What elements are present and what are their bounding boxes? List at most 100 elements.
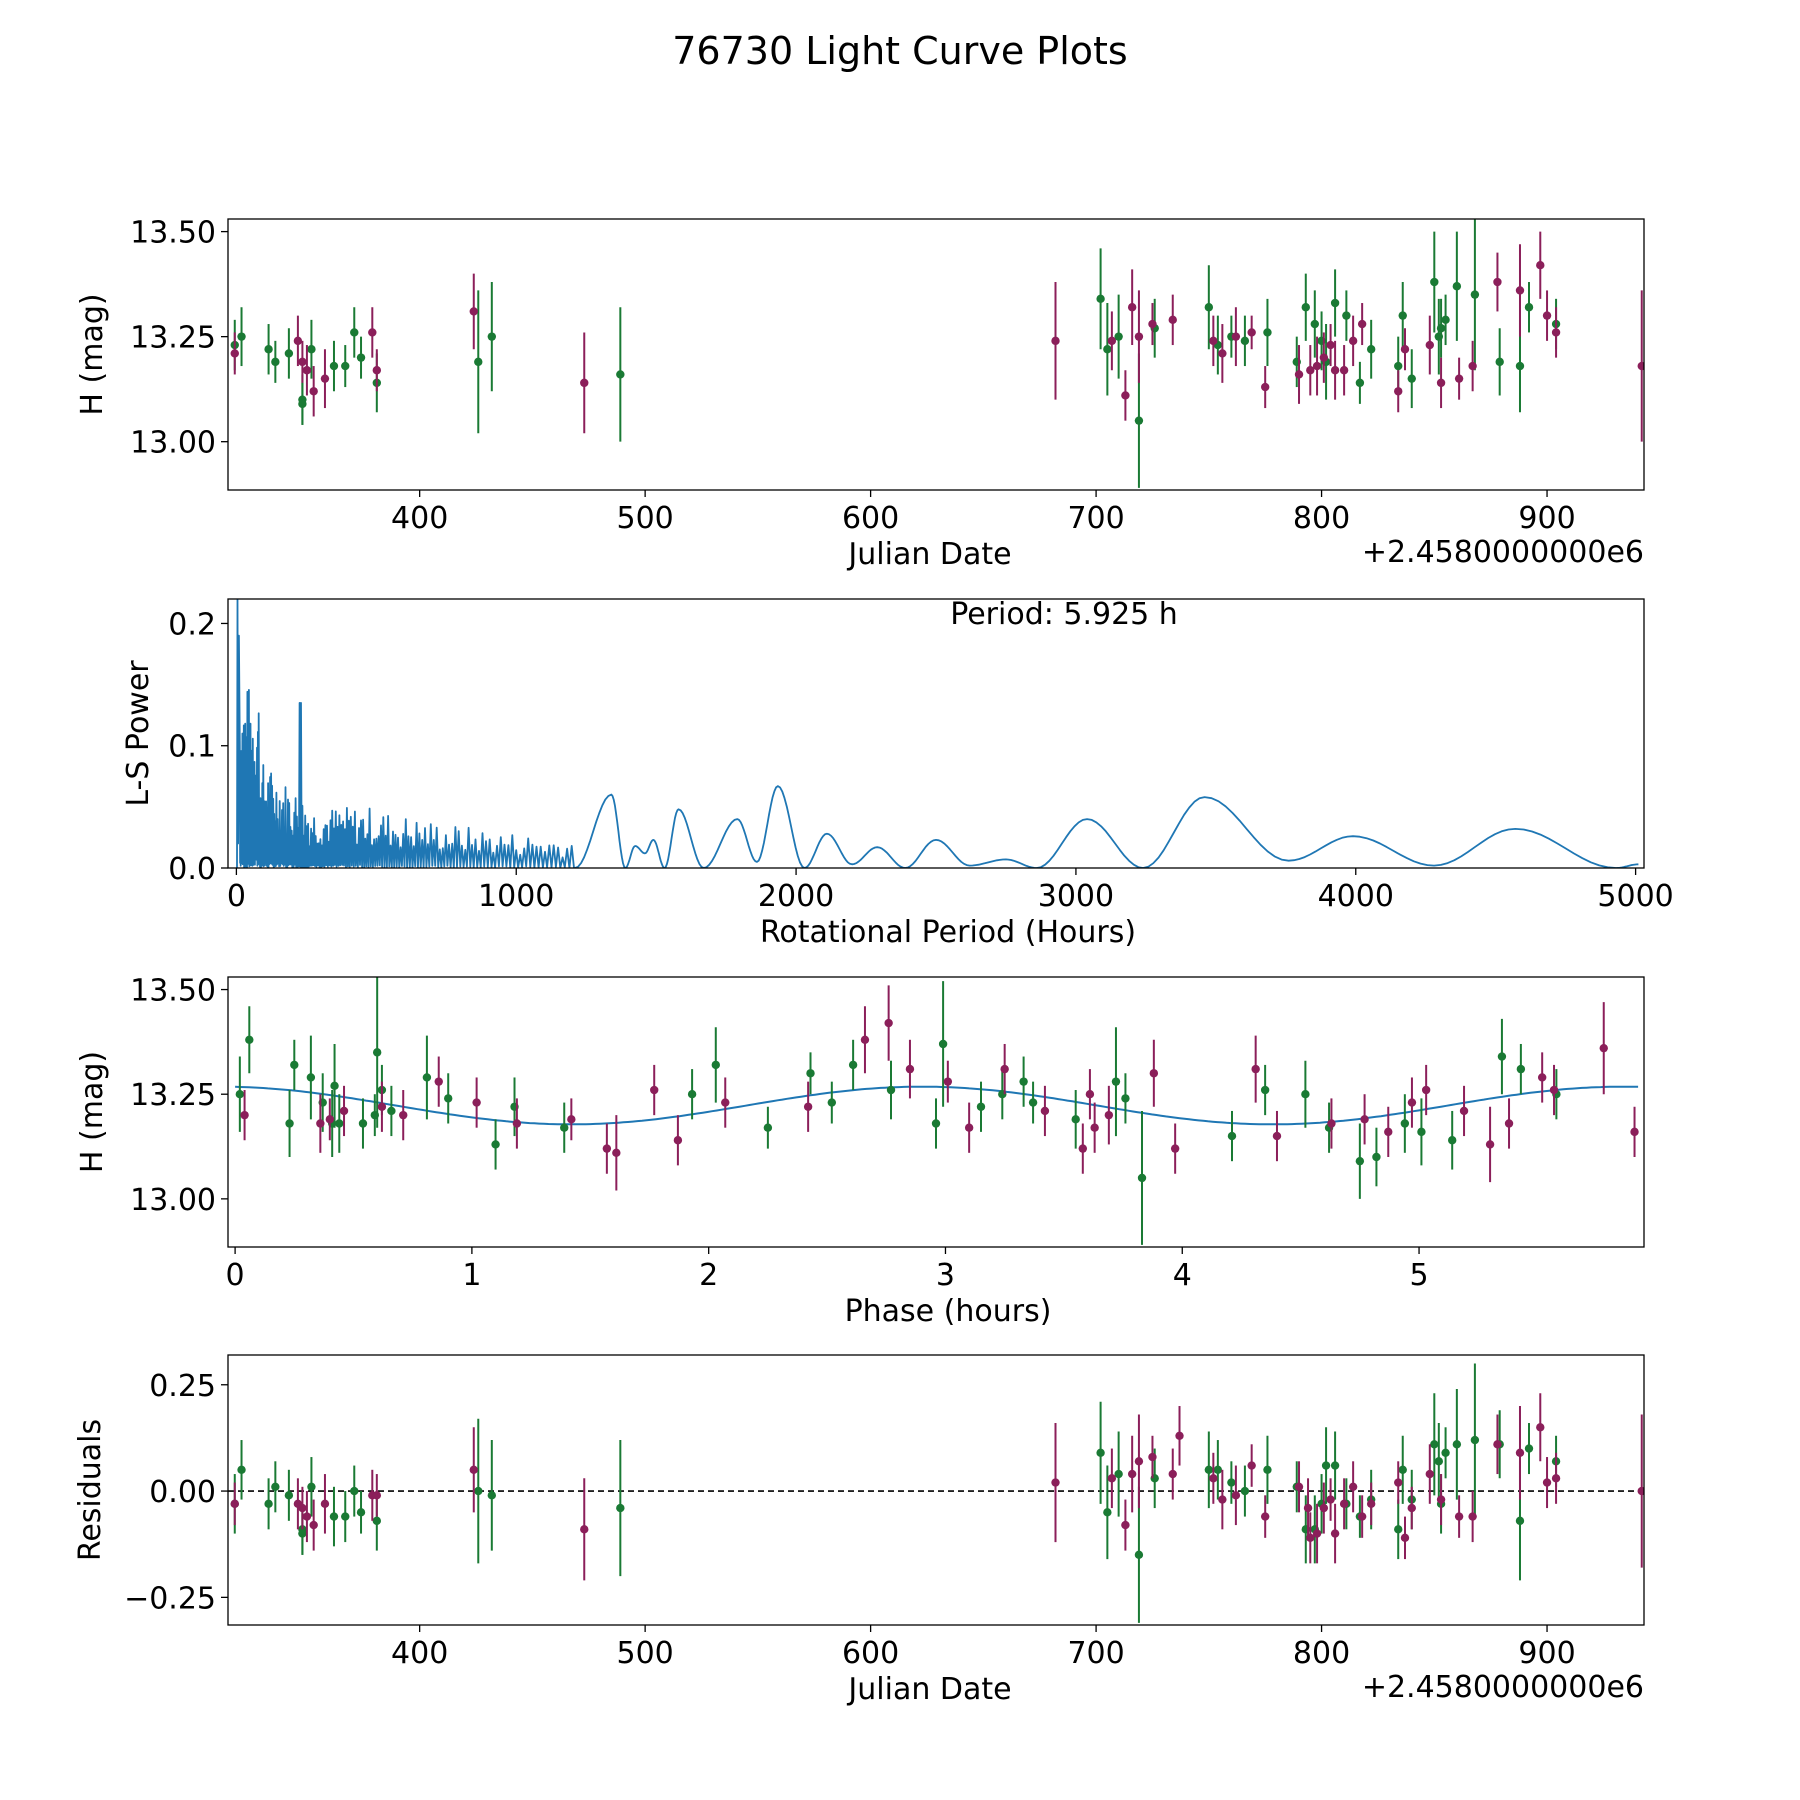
data-point (1170, 1144, 1180, 1153)
data-point (1360, 1115, 1369, 1124)
data-point (372, 1048, 382, 1057)
data-point (284, 349, 294, 358)
data-point (1213, 1465, 1223, 1475)
data-point (938, 1039, 948, 1049)
data-point (329, 1512, 339, 1521)
data-point (1168, 1469, 1177, 1479)
data-point (1260, 1512, 1270, 1521)
data-point (1372, 1152, 1381, 1162)
data-point (1312, 1529, 1322, 1538)
data-point (1319, 1503, 1329, 1513)
x-tick-label: 3000 (1038, 879, 1114, 914)
y-tick-label: 13.00 (130, 426, 216, 461)
data-point (1127, 303, 1137, 312)
data-point (1407, 1098, 1417, 1107)
y-tick-label: 0.25 (149, 1369, 216, 1404)
data-point (1441, 315, 1450, 325)
y-axis-label: L-S Power (121, 660, 156, 807)
x-tick-label: 800 (1293, 501, 1350, 536)
y-tick-label: 0.00 (149, 1475, 216, 1510)
x-axis-label: Julian Date (846, 1672, 1011, 1707)
data-point (1497, 1052, 1507, 1061)
data-point (1327, 1119, 1336, 1128)
data-point (1301, 303, 1310, 312)
data-point (1504, 1119, 1514, 1128)
axes-frame (227, 976, 1645, 1248)
data-point (350, 328, 359, 337)
data-point (806, 1069, 815, 1078)
data-point (240, 1110, 249, 1120)
y-tick-label: 13.25 (130, 321, 216, 356)
phase-folded-panel: 0 1 2 3 4 5 13.00 13.25 13.50 Phase (hours) H (mag… (75, 974, 1645, 1329)
data-point (1137, 1173, 1147, 1183)
data-point (329, 361, 339, 371)
data-point (1085, 1090, 1095, 1099)
data-point (616, 1503, 625, 1513)
data-point (1436, 378, 1446, 388)
data-point (1454, 374, 1464, 383)
series-magenta (240, 985, 1639, 1191)
data-point (1441, 1448, 1450, 1457)
data-point (1321, 1461, 1331, 1470)
x-tick-label: 900 (1518, 1636, 1575, 1671)
data-point (335, 1119, 344, 1128)
data-point (1394, 1478, 1403, 1487)
data-point (827, 1098, 837, 1107)
x-tick-label: 0 (227, 879, 246, 914)
data-point (309, 1520, 318, 1530)
periodogram-panel: 0 1000 2000 3000 4000 5000 0.0 0.1 0.2 Rotational… (121, 597, 1674, 950)
data-point (1134, 332, 1144, 341)
data-point (1326, 340, 1335, 350)
data-point (1542, 311, 1552, 320)
data-point (976, 1102, 986, 1111)
data-point (1301, 1090, 1310, 1099)
data-point (1468, 361, 1477, 371)
data-point (1515, 361, 1525, 371)
data-point (358, 1119, 368, 1128)
data-point (1330, 298, 1340, 308)
data-point (567, 1115, 576, 1124)
data-point (1272, 1131, 1282, 1141)
x-tick-label: 2000 (758, 879, 834, 914)
data-point (1204, 303, 1214, 312)
data-point (330, 1081, 339, 1091)
series-green (230, 1363, 1561, 1623)
data-point (1134, 1457, 1144, 1466)
y-tick-label: 0.2 (168, 607, 216, 642)
data-point (245, 1035, 254, 1044)
data-point (1231, 1491, 1241, 1500)
data-point (1407, 374, 1416, 383)
data-point (1398, 1465, 1407, 1475)
data-point (580, 378, 589, 388)
axes-frame (227, 598, 1645, 869)
y-axis-label: H (mag) (75, 293, 110, 415)
y-tick-label: 13.50 (130, 974, 216, 1009)
data-point (230, 1499, 239, 1509)
data-point (1121, 1094, 1130, 1103)
x-axis-label: Julian Date (846, 537, 1011, 572)
data-point (1524, 1444, 1534, 1453)
data-point (612, 1148, 621, 1158)
data-point (1430, 1440, 1439, 1449)
data-point (803, 1102, 813, 1111)
data-point (1339, 366, 1349, 375)
data-point (1107, 336, 1117, 346)
x-tick-label: 900 (1518, 501, 1575, 536)
data-point (886, 1085, 896, 1095)
data-point (1551, 328, 1561, 337)
data-point (1303, 1503, 1313, 1513)
data-point (1394, 387, 1403, 396)
x-tick-label: 500 (617, 501, 674, 536)
data-point (1218, 349, 1227, 358)
data-point (1599, 1043, 1608, 1053)
data-point (1096, 1448, 1105, 1457)
x-tick-label: 400 (391, 501, 448, 536)
data-point (237, 1465, 246, 1475)
data-point (474, 357, 483, 367)
data-point (237, 332, 246, 341)
data-point (1515, 286, 1525, 295)
data-point (1330, 366, 1340, 375)
x-tick-label: 4000 (1318, 879, 1394, 914)
data-point (673, 1136, 683, 1145)
